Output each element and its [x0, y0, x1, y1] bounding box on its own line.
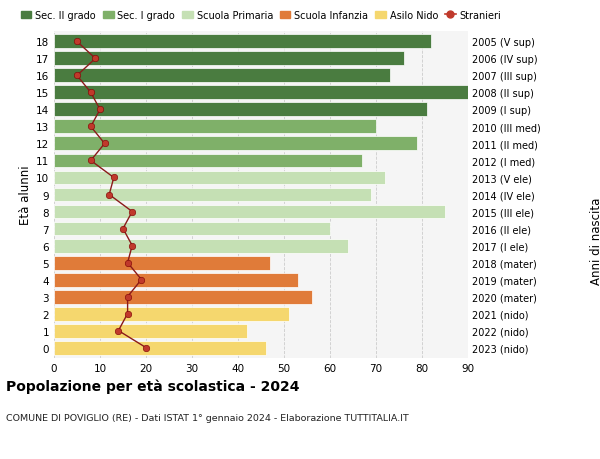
Point: [86, 123, 95, 131]
Text: Anni di nascita: Anni di nascita: [590, 197, 600, 285]
Y-axis label: Età alunni: Età alunni: [19, 165, 32, 225]
Bar: [54, 324, 247, 338]
Bar: [54, 222, 330, 236]
Text: Popolazione per età scolastica - 2024: Popolazione per età scolastica - 2024: [6, 379, 299, 393]
Bar: [54, 171, 385, 185]
Point: [104, 191, 114, 199]
Bar: [54, 137, 418, 151]
Bar: [54, 35, 431, 49]
Point: [141, 344, 151, 352]
Point: [137, 276, 146, 284]
Point: [86, 157, 95, 165]
Bar: [54, 307, 289, 321]
Legend: Sec. II grado, Sec. I grado, Scuola Primaria, Scuola Infanzia, Asilo Nido, Stran: Sec. II grado, Sec. I grado, Scuola Prim…: [21, 11, 501, 21]
Point: [100, 140, 109, 148]
Bar: [54, 69, 390, 83]
Point: [123, 259, 133, 267]
Bar: [54, 256, 270, 270]
Text: COMUNE DI POVIGLIO (RE) - Dati ISTAT 1° gennaio 2024 - Elaborazione TUTTITALIA.I: COMUNE DI POVIGLIO (RE) - Dati ISTAT 1° …: [6, 413, 409, 422]
Point: [127, 208, 137, 216]
Point: [123, 310, 133, 318]
Point: [127, 242, 137, 250]
Point: [95, 106, 105, 114]
Point: [72, 73, 82, 80]
Point: [118, 225, 128, 233]
Point: [109, 174, 119, 182]
Bar: [54, 120, 376, 134]
Bar: [54, 239, 349, 253]
Point: [123, 293, 133, 301]
Bar: [54, 154, 362, 168]
Point: [91, 56, 100, 63]
Bar: [54, 205, 445, 219]
Bar: [54, 290, 311, 304]
Bar: [54, 273, 298, 287]
Point: [72, 39, 82, 46]
Bar: [54, 188, 371, 202]
Bar: [54, 86, 468, 100]
Bar: [54, 341, 266, 355]
Bar: [54, 103, 427, 117]
Point: [113, 327, 123, 335]
Bar: [54, 52, 404, 66]
Point: [86, 90, 95, 97]
